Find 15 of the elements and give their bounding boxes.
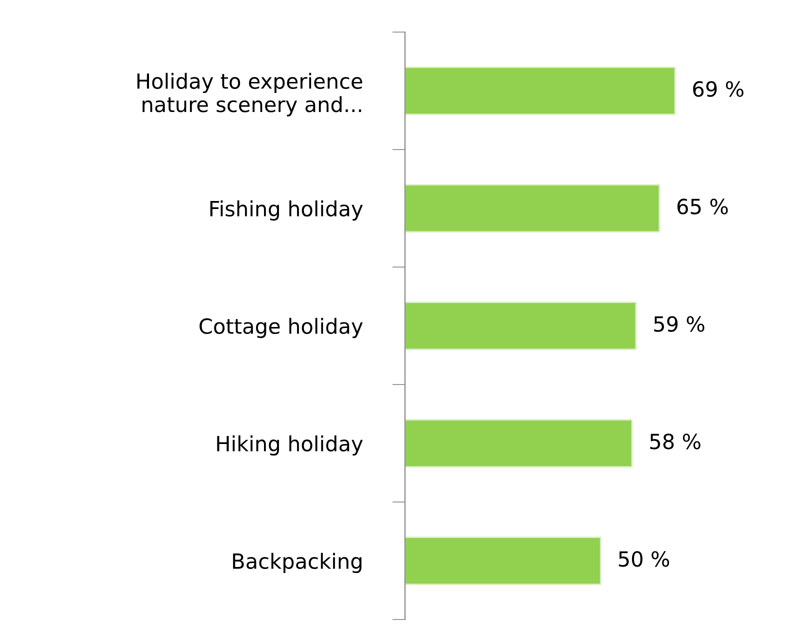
y-tick-label: Cottage holiday <box>200 318 363 338</box>
data-label: 69 % <box>693 81 744 97</box>
y-tick-label: Fishing holiday <box>210 200 363 221</box>
data-label: 59 % <box>654 316 704 332</box>
data-label: 65 % <box>677 198 728 214</box>
bar <box>405 302 637 350</box>
y-tick-label: Hiking holiday <box>217 435 363 456</box>
bar <box>405 419 633 468</box>
y-tick-label: Holiday to experience nature scenery and... <box>137 72 362 116</box>
y-tick-label: Backpacking <box>233 552 362 574</box>
bar <box>405 184 660 233</box>
data-label: 58 % <box>650 434 700 450</box>
bar <box>405 536 602 585</box>
bar <box>405 66 676 116</box>
data-label: 50 % <box>618 551 670 567</box>
